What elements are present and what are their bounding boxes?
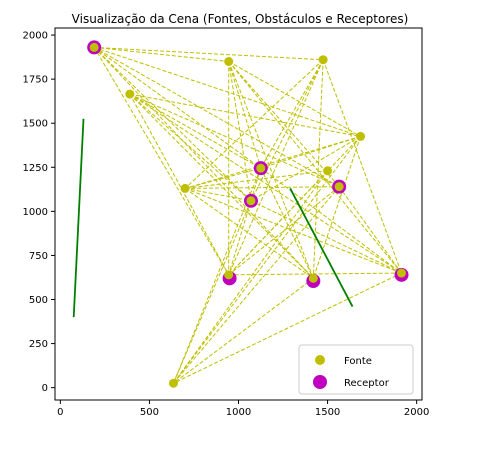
propagation-path bbox=[93, 47, 252, 202]
source-point bbox=[323, 166, 333, 176]
propagation-path bbox=[94, 46, 229, 62]
propagation-path bbox=[312, 59, 324, 279]
propagation-path bbox=[250, 200, 402, 274]
legend-receiver-label: Receptor bbox=[344, 378, 390, 389]
x-tick-label: 0 bbox=[57, 407, 63, 418]
y-tick-label: 1750 bbox=[23, 75, 48, 86]
y-tick-label: 1000 bbox=[23, 207, 48, 218]
x-tick-label: 2000 bbox=[404, 407, 429, 418]
source-point bbox=[246, 196, 256, 206]
propagation-path bbox=[184, 59, 324, 189]
y-tick-label: 1500 bbox=[23, 119, 48, 130]
propagation-path bbox=[93, 46, 262, 169]
propagation-path bbox=[184, 188, 314, 279]
propagation-path bbox=[93, 47, 230, 276]
propagation-path bbox=[228, 61, 252, 201]
propagation-path bbox=[260, 135, 361, 169]
propagation-path bbox=[228, 61, 361, 137]
propagation-path bbox=[250, 135, 361, 202]
propagation-path bbox=[228, 59, 324, 276]
propagation-path bbox=[129, 93, 262, 169]
propagation-path bbox=[312, 136, 362, 279]
propagation-path bbox=[228, 168, 262, 275]
propagation-path bbox=[173, 186, 340, 384]
x-tick-label: 1000 bbox=[226, 407, 251, 418]
propagation-path bbox=[94, 46, 361, 137]
x-tick-label: 500 bbox=[140, 407, 159, 418]
propagation-path bbox=[173, 136, 361, 384]
propagation-path bbox=[129, 93, 340, 188]
propagation-path bbox=[228, 61, 314, 279]
propagation-path bbox=[228, 272, 402, 276]
propagation-path bbox=[184, 187, 402, 274]
propagation-path bbox=[228, 61, 402, 274]
source-point bbox=[180, 183, 190, 193]
propagation-path bbox=[184, 187, 252, 202]
source-point bbox=[318, 55, 328, 65]
axes-frame bbox=[54, 27, 423, 401]
source-point bbox=[256, 163, 266, 173]
legend-source-label: Fonte bbox=[344, 356, 372, 367]
propagation-path bbox=[260, 167, 314, 279]
legend-box bbox=[298, 344, 414, 395]
propagation-path bbox=[173, 170, 328, 384]
propagation-path bbox=[228, 61, 262, 169]
propagation-path bbox=[185, 186, 340, 189]
source-point bbox=[356, 131, 366, 141]
x-tick-label: 1500 bbox=[315, 407, 340, 418]
propagation-path bbox=[250, 59, 324, 202]
propagation-path bbox=[338, 186, 402, 274]
source-point bbox=[89, 42, 99, 52]
propagation-path bbox=[173, 272, 402, 384]
propagation-path bbox=[129, 93, 230, 276]
propagation-path bbox=[184, 167, 261, 189]
source-point bbox=[308, 273, 318, 283]
x-axis: 0 500 1000 1500 2000 bbox=[57, 400, 429, 418]
propagation-path bbox=[173, 200, 252, 384]
legend: Fonte Receptor bbox=[298, 344, 414, 395]
chart-title: Visualização da Cena (Fontes, Obstáculos… bbox=[72, 12, 409, 26]
propagation-path bbox=[93, 46, 340, 188]
y-axis: 0 250 500 750 1000 1250 1500 1750 2000 bbox=[23, 31, 55, 394]
propagation-path bbox=[129, 93, 314, 279]
y-tick-label: 2000 bbox=[23, 31, 48, 42]
source-point bbox=[125, 89, 135, 99]
source-point bbox=[168, 378, 178, 388]
propagation-path bbox=[93, 47, 314, 279]
propagation-path bbox=[173, 277, 314, 384]
propagation-path bbox=[94, 46, 324, 61]
obstacle-line bbox=[289, 188, 354, 307]
propagation-path bbox=[228, 61, 340, 188]
propagation-path bbox=[322, 59, 402, 274]
y-tick-label: 1250 bbox=[23, 163, 48, 174]
plot-area bbox=[72, 40, 409, 388]
propagation-path bbox=[129, 93, 402, 274]
propagation-path bbox=[260, 59, 324, 169]
propagation-path bbox=[260, 167, 402, 274]
source-point bbox=[224, 270, 234, 280]
source-point bbox=[397, 268, 407, 278]
y-tick-label: 500 bbox=[29, 295, 48, 306]
legend-source-marker bbox=[315, 355, 325, 365]
propagation-path bbox=[228, 170, 328, 276]
obstacle-line bbox=[72, 118, 85, 318]
y-tick-label: 250 bbox=[29, 339, 48, 350]
propagation-path bbox=[184, 135, 361, 189]
y-tick-label: 750 bbox=[29, 251, 48, 262]
propagation-path bbox=[228, 186, 340, 276]
legend-receiver-marker bbox=[313, 375, 327, 389]
y-tick-label: 0 bbox=[42, 383, 48, 394]
source-point bbox=[334, 182, 344, 192]
source-point bbox=[224, 56, 234, 66]
